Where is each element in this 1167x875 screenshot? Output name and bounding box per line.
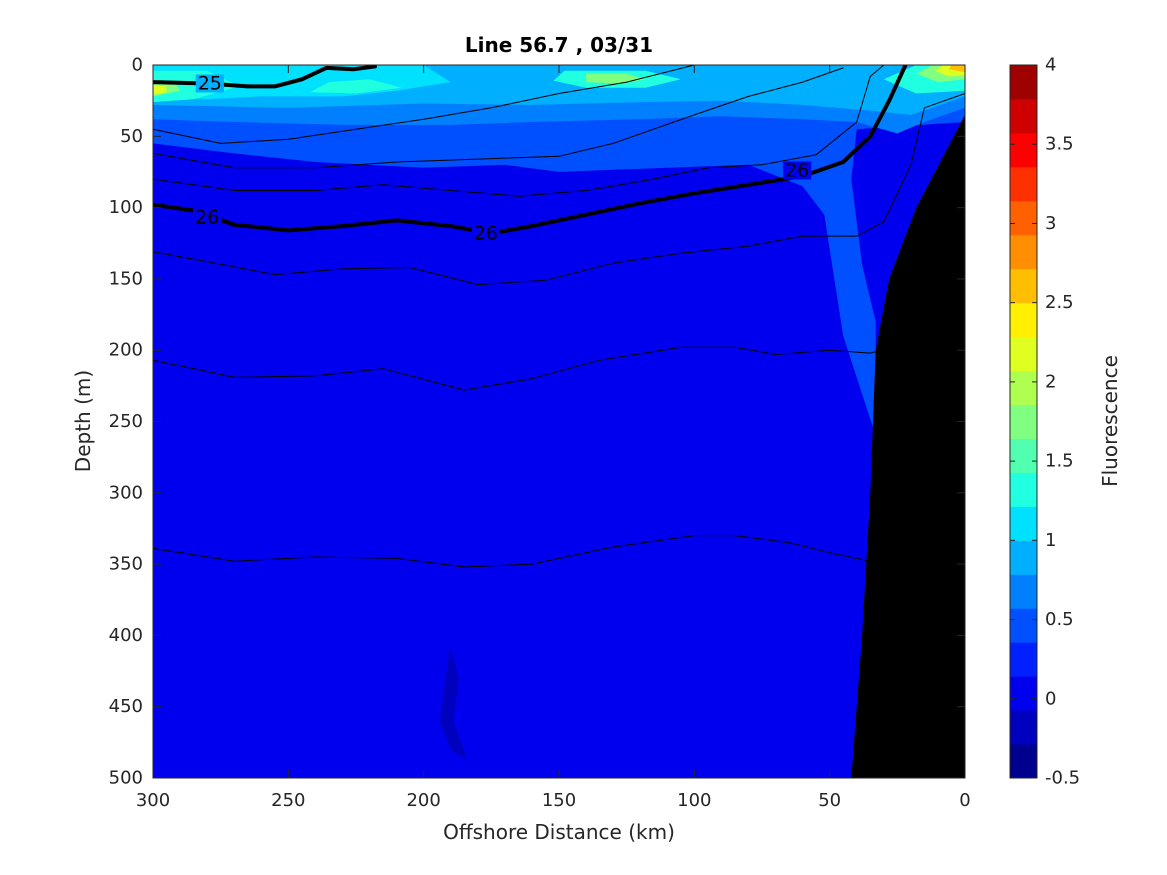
x-tick-label: 150 xyxy=(542,790,576,811)
colorbar-tick-label: -0.5 xyxy=(1045,768,1080,789)
colorbar-tick-label: 1 xyxy=(1045,530,1056,551)
y-tick-label: 300 xyxy=(109,482,143,503)
fluorescence-region-14 xyxy=(948,65,965,73)
colorbar-tick-label: 1.5 xyxy=(1045,451,1074,472)
colorbar-segment xyxy=(1010,98,1037,134)
contour-label-26-0: 26 xyxy=(195,207,219,229)
y-axis-label: Depth (m) xyxy=(71,370,95,472)
fluorescence-region-15 xyxy=(439,646,467,760)
colorbar-segment xyxy=(1010,472,1037,507)
y-axis-ticks: 0 50 100 150 200 250 300 350 400 450 500 xyxy=(109,55,965,789)
y-tick-label: 500 xyxy=(109,768,143,789)
fluorescence-region-6 xyxy=(310,79,402,94)
y-tick-label: 350 xyxy=(109,554,143,575)
colorbar-tick-label: 0.5 xyxy=(1045,609,1074,630)
isopycnal-line-6 xyxy=(153,345,898,391)
x-tick-label: 300 xyxy=(136,790,170,811)
colorbar-segment xyxy=(1010,744,1037,779)
isopycnal-line-4 xyxy=(153,65,885,197)
colorbar-segment xyxy=(1010,370,1037,406)
y-tick-label: 100 xyxy=(109,197,143,218)
isopycnal-line-7 xyxy=(153,535,885,568)
x-axis-ticks: 300 250 200 150 100 50 0 xyxy=(136,65,971,811)
colorbar-segment xyxy=(1010,710,1037,745)
colorbar-tick-label: 2 xyxy=(1045,371,1056,392)
isopycnal-line-1 xyxy=(153,65,908,236)
x-tick-label: 200 xyxy=(406,790,440,811)
colorbar-segment xyxy=(1010,65,1037,100)
colorbar-tick-label: 0 xyxy=(1045,688,1056,709)
contour-label-bg xyxy=(195,74,224,93)
contour-label-26-1: 26 xyxy=(474,222,498,244)
colorbar-segment xyxy=(1010,676,1037,711)
colorbar-segment xyxy=(1010,336,1037,372)
colorbar-segment xyxy=(1010,200,1037,236)
fluorescence-region-1 xyxy=(153,65,965,436)
x-tick-label: 250 xyxy=(271,790,305,811)
y-tick-label: 450 xyxy=(109,696,143,717)
y-tick-label: 50 xyxy=(120,126,143,147)
isopycnal-line-2 xyxy=(153,65,695,144)
colorbar-segment xyxy=(1010,166,1037,202)
chart-title: Line 56.7 , 03/31 xyxy=(465,33,653,57)
colorbar-tick-label: 4 xyxy=(1045,55,1056,76)
x-axis-label: Offshore Distance (km) xyxy=(443,820,675,844)
y-tick-label: 150 xyxy=(109,268,143,289)
contour-label-bg xyxy=(783,161,812,180)
colorbar: -0.5 0 0.5 1 1.5 2 2.5 3 3.5 4 xyxy=(1009,55,1080,789)
colorbar-segment xyxy=(1010,302,1037,338)
x-tick-label: 0 xyxy=(959,790,970,811)
colorbar-segment xyxy=(1010,642,1037,677)
y-tick-label: 0 xyxy=(132,55,143,76)
bathymetry-layer xyxy=(851,114,965,778)
isopycnal-line-5 xyxy=(153,93,965,286)
contour-label-25-0: 25 xyxy=(198,73,222,95)
colorbar-segment xyxy=(1010,608,1037,643)
colorbar-tick-label: 3 xyxy=(1045,213,1056,234)
colorbar-tick-label: 2.5 xyxy=(1045,292,1074,313)
plot-area: 25 26 26 26 xyxy=(153,65,965,778)
isopycnal-line-3 xyxy=(153,67,844,169)
contour-label-bg xyxy=(193,208,222,227)
colorbar-segment xyxy=(1010,574,1037,609)
colorbar-segment xyxy=(1010,438,1037,473)
contour-label-bg xyxy=(471,224,500,243)
bathymetry-shape xyxy=(851,114,965,778)
colorbar-tick-label: 3.5 xyxy=(1045,134,1074,155)
colorbar-frame xyxy=(1009,64,1038,779)
colorbar-segment xyxy=(1010,234,1037,270)
y-tick-label: 400 xyxy=(109,625,143,646)
colorbar-label: Fluorescence xyxy=(1098,355,1122,487)
colorbar-segment xyxy=(1010,404,1037,439)
x-tick-label: 50 xyxy=(818,790,841,811)
contour-label-layer: 25 26 26 26 xyxy=(193,73,812,244)
colorbar-segment xyxy=(1010,132,1037,168)
colorbar-segment xyxy=(1010,506,1037,541)
colorbar-segment xyxy=(1010,540,1037,575)
y-tick-label: 250 xyxy=(109,411,143,432)
fluorescence-fill-layer xyxy=(153,65,965,778)
colorbar-segment xyxy=(1010,268,1037,304)
isopycnal-layer xyxy=(153,65,965,568)
contour-label-26-2: 26 xyxy=(785,160,809,182)
x-tick-label: 100 xyxy=(677,790,711,811)
y-tick-label: 200 xyxy=(109,340,143,361)
fluorescence-region-12 xyxy=(153,85,167,95)
